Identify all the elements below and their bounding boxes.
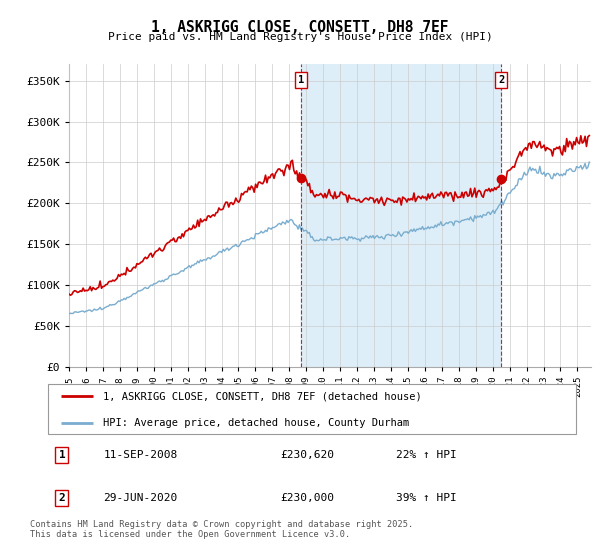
Text: 39% ↑ HPI: 39% ↑ HPI [397,493,457,503]
Text: 1: 1 [298,75,304,85]
Text: Price paid vs. HM Land Registry's House Price Index (HPI): Price paid vs. HM Land Registry's House … [107,32,493,42]
Text: Contains HM Land Registry data © Crown copyright and database right 2025.
This d: Contains HM Land Registry data © Crown c… [30,520,413,539]
Text: 1, ASKRIGG CLOSE, CONSETT, DH8 7EF (detached house): 1, ASKRIGG CLOSE, CONSETT, DH8 7EF (deta… [103,391,422,401]
Text: 1: 1 [59,450,65,460]
Text: 11-SEP-2008: 11-SEP-2008 [103,450,178,460]
Text: 22% ↑ HPI: 22% ↑ HPI [397,450,457,460]
FancyBboxPatch shape [48,384,576,434]
Text: £230,620: £230,620 [280,450,334,460]
Text: 29-JUN-2020: 29-JUN-2020 [103,493,178,503]
Text: 1, ASKRIGG CLOSE, CONSETT, DH8 7EF: 1, ASKRIGG CLOSE, CONSETT, DH8 7EF [151,20,449,35]
Text: 2: 2 [59,493,65,503]
Text: £230,000: £230,000 [280,493,334,503]
Text: 2: 2 [498,75,504,85]
Bar [301,64,501,367]
Text: HPI: Average price, detached house, County Durham: HPI: Average price, detached house, Coun… [103,418,410,428]
